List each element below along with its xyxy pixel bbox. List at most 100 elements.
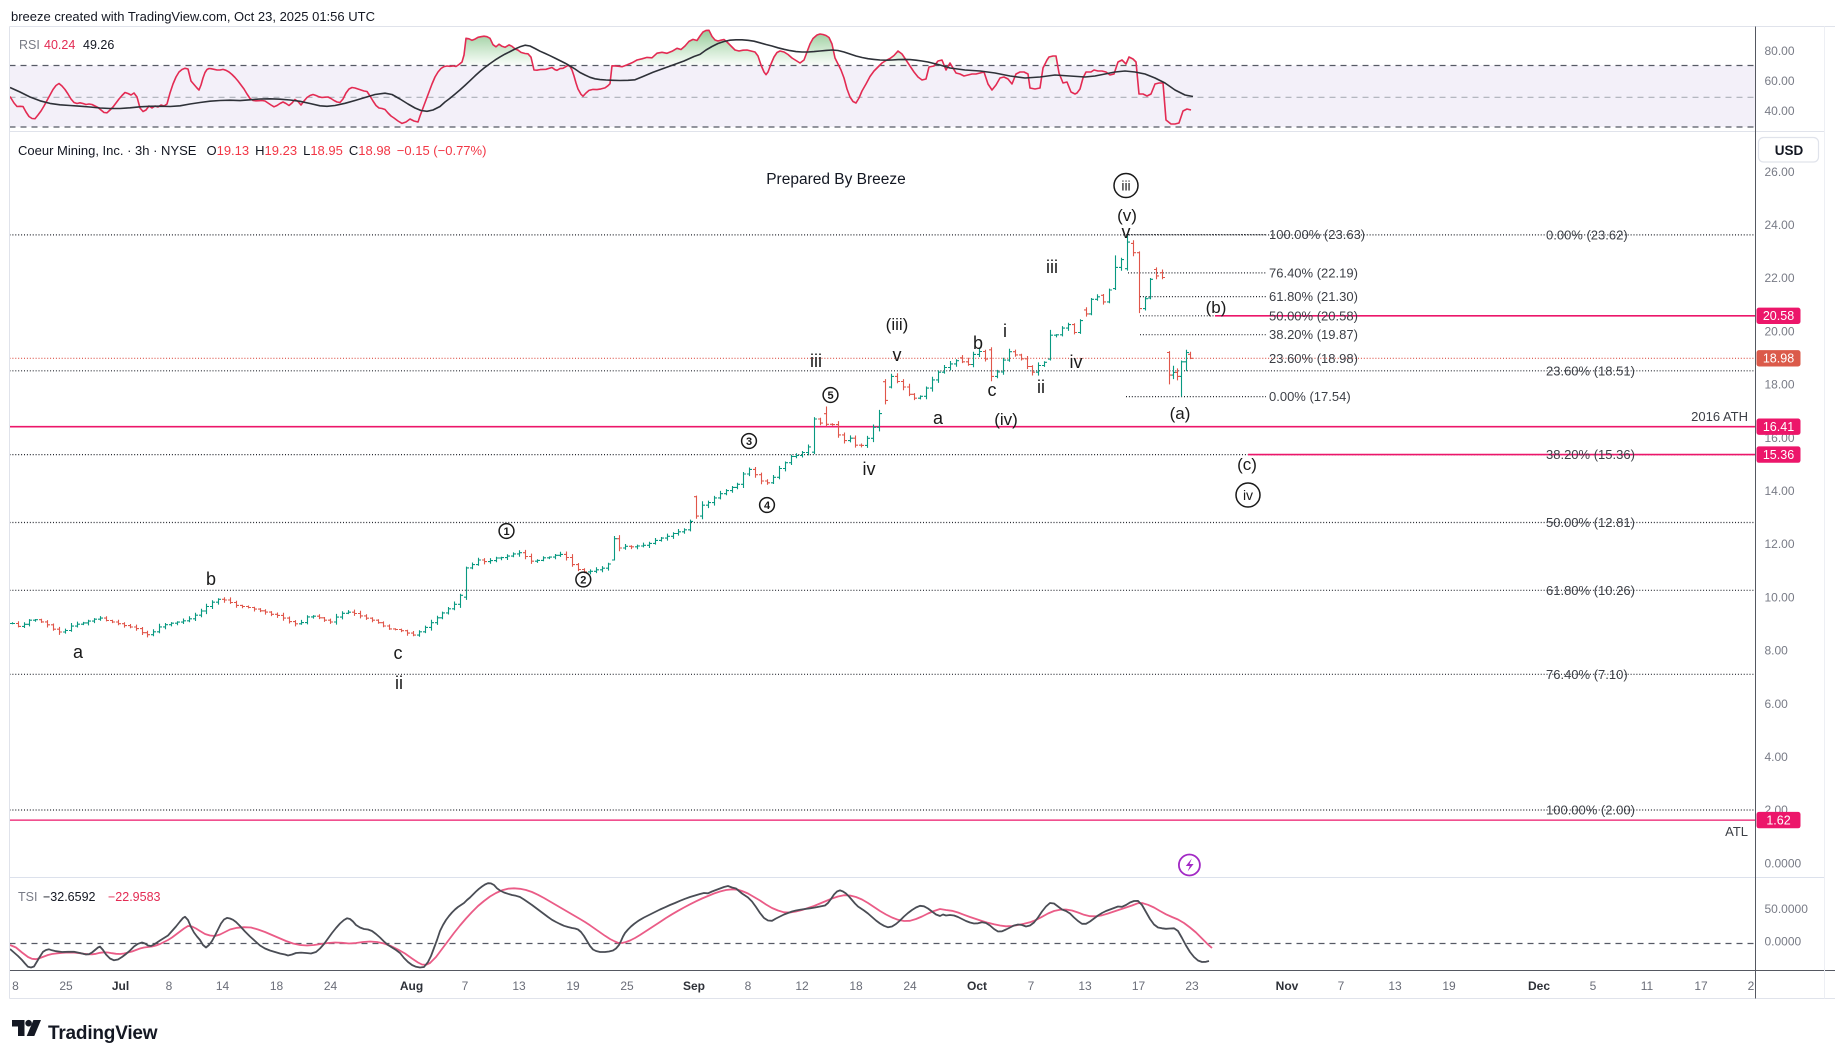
svg-text:14: 14: [216, 979, 230, 993]
svg-text:18: 18: [849, 979, 863, 993]
svg-text:10.00: 10.00: [1765, 590, 1795, 604]
svg-text:4.00: 4.00: [1765, 750, 1789, 764]
svg-text:i: i: [1003, 321, 1007, 341]
svg-text:20.58: 20.58: [1763, 309, 1794, 323]
svg-text:80.00: 80.00: [1765, 44, 1795, 58]
svg-text:8.00: 8.00: [1765, 644, 1789, 658]
svg-text:49.26: 49.26: [83, 38, 114, 52]
svg-text:8: 8: [166, 979, 173, 993]
svg-text:38.20% (19.87): 38.20% (19.87): [1269, 327, 1358, 342]
svg-text:iv: iv: [1070, 352, 1083, 372]
svg-text:13: 13: [512, 979, 526, 993]
svg-text:1.62: 1.62: [1766, 813, 1790, 827]
svg-text:b: b: [206, 569, 216, 589]
svg-text:8: 8: [745, 979, 752, 993]
svg-text:6.00: 6.00: [1765, 697, 1789, 711]
svg-text:5: 5: [1590, 979, 1597, 993]
svg-text:iii: iii: [810, 351, 822, 371]
svg-text:Prepared By Breeze: Prepared By Breeze: [766, 171, 906, 188]
svg-text:23.60% (18.51): 23.60% (18.51): [1546, 363, 1635, 378]
svg-text:12.00: 12.00: [1765, 537, 1795, 551]
svg-text:100.00% (2.00): 100.00% (2.00): [1546, 803, 1635, 818]
svg-text:20.00: 20.00: [1765, 324, 1795, 338]
svg-text:a: a: [73, 642, 84, 662]
svg-text:15.36: 15.36: [1763, 448, 1794, 462]
svg-text:18: 18: [270, 979, 284, 993]
svg-text:11: 11: [1641, 979, 1654, 993]
svg-text:60.00: 60.00: [1765, 74, 1795, 88]
svg-text:v: v: [1122, 222, 1131, 242]
svg-text:12: 12: [795, 979, 809, 993]
svg-text:19: 19: [566, 979, 580, 993]
svg-text:c: c: [988, 380, 997, 400]
svg-text:61.80% (21.30): 61.80% (21.30): [1269, 289, 1358, 304]
svg-text:Aug: Aug: [400, 979, 423, 993]
svg-text:7: 7: [1028, 979, 1035, 993]
svg-text:7: 7: [1338, 979, 1345, 993]
svg-text:40.24: 40.24: [44, 38, 75, 52]
svg-text:TSI: TSI: [18, 890, 37, 904]
svg-text:23.60% (18.98): 23.60% (18.98): [1269, 351, 1358, 366]
svg-text:76.40% (22.19): 76.40% (22.19): [1269, 265, 1358, 280]
svg-text:50.00% (12.81): 50.00% (12.81): [1546, 515, 1635, 530]
svg-text:14.00: 14.00: [1765, 484, 1795, 498]
svg-text:iv: iv: [863, 459, 876, 479]
svg-text:c: c: [394, 643, 403, 663]
svg-text:26.00: 26.00: [1765, 165, 1795, 179]
svg-text:Oct: Oct: [967, 979, 987, 993]
svg-text:−22.9583: −22.9583: [108, 890, 161, 904]
svg-text:38.20% (15.36): 38.20% (15.36): [1546, 447, 1635, 462]
svg-text:3: 3: [746, 436, 752, 448]
svg-text:Jul: Jul: [112, 979, 129, 993]
svg-text:(b): (b): [1206, 298, 1227, 317]
svg-text:0.00% (23.62): 0.00% (23.62): [1546, 227, 1628, 242]
svg-text:v: v: [893, 345, 902, 365]
svg-text:17: 17: [1694, 979, 1708, 993]
svg-text:0.0000: 0.0000: [1765, 856, 1802, 870]
svg-text:0.00% (17.54): 0.00% (17.54): [1269, 389, 1351, 404]
svg-text:a: a: [933, 408, 944, 428]
svg-text:USD: USD: [1775, 143, 1804, 158]
svg-text:25: 25: [59, 979, 73, 993]
svg-text:0.0000: 0.0000: [1765, 935, 1802, 949]
svg-text:1: 1: [503, 526, 509, 538]
svg-text:(c): (c): [1237, 455, 1257, 474]
svg-text:(v): (v): [1117, 206, 1137, 225]
svg-text:ATL: ATL: [1725, 824, 1748, 839]
svg-text:RSI: RSI: [19, 38, 40, 52]
svg-text:iv: iv: [1243, 487, 1253, 503]
svg-text:(a): (a): [1170, 404, 1191, 423]
svg-text:13: 13: [1388, 979, 1402, 993]
svg-text:iii: iii: [1121, 177, 1130, 193]
svg-text:ii: ii: [395, 673, 403, 693]
svg-text:24: 24: [903, 979, 917, 993]
svg-text:18.00: 18.00: [1765, 378, 1795, 392]
svg-text:b: b: [973, 333, 983, 353]
svg-text:7: 7: [462, 979, 469, 993]
svg-text:50.0000: 50.0000: [1765, 902, 1809, 916]
svg-text:24.00: 24.00: [1765, 218, 1795, 232]
svg-text:2: 2: [580, 574, 586, 586]
svg-text:5: 5: [827, 390, 833, 402]
svg-text:Dec: Dec: [1528, 979, 1550, 993]
svg-text:Nov: Nov: [1276, 979, 1299, 993]
svg-text:Coeur Mining, Inc. · 3h · NYSE: Coeur Mining, Inc. · 3h · NYSE O19.13 H19.…: [18, 143, 486, 158]
svg-text:iii: iii: [1046, 257, 1058, 277]
svg-text:13: 13: [1078, 979, 1092, 993]
svg-text:16.41: 16.41: [1763, 420, 1794, 434]
svg-text:−32.6592: −32.6592: [43, 890, 96, 904]
svg-text:50.00% (20.58): 50.00% (20.58): [1269, 308, 1358, 323]
svg-text:19: 19: [1442, 979, 1456, 993]
svg-text:breeze created with TradingVie: breeze created with TradingView.com, Oct…: [11, 9, 375, 24]
svg-text:2016 ATH: 2016 ATH: [1691, 409, 1748, 424]
svg-text:61.80% (10.26): 61.80% (10.26): [1546, 583, 1635, 598]
svg-text:ii: ii: [1037, 377, 1045, 397]
svg-text:22.00: 22.00: [1765, 271, 1795, 285]
svg-text:(iv): (iv): [994, 410, 1018, 429]
svg-text:24: 24: [324, 979, 338, 993]
svg-text:25: 25: [620, 979, 634, 993]
svg-text:(iii): (iii): [886, 315, 909, 334]
svg-text:TradingView: TradingView: [48, 1023, 158, 1044]
svg-text:17: 17: [1132, 979, 1146, 993]
svg-text:40.00: 40.00: [1765, 104, 1795, 118]
